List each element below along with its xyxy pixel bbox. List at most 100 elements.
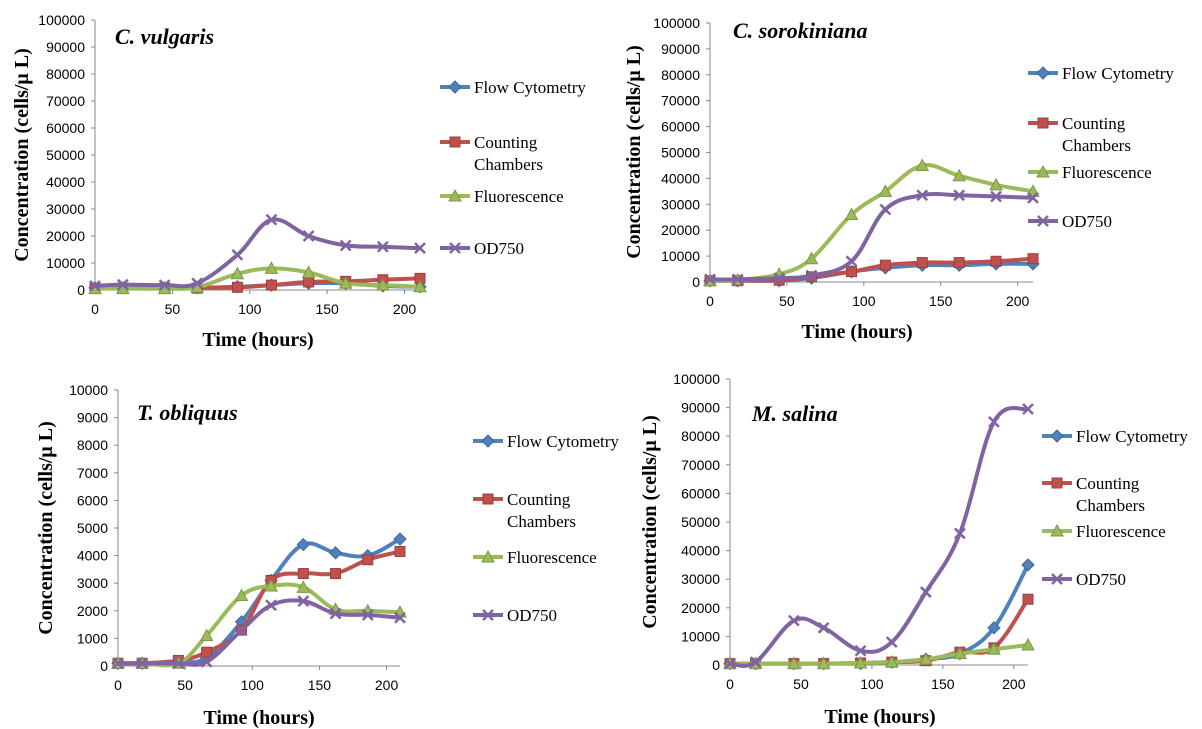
data-point [303,276,315,288]
series-od750 [89,213,426,292]
y-tick-label: 1000 [77,630,108,646]
y-tick-label: 70000 [46,93,85,109]
series-line [728,405,1030,668]
data-point [200,655,213,668]
legend-label: Fluorescence [474,187,564,206]
x-tick-label: 100 [241,677,265,693]
legend-label-line: Counting [1076,474,1140,493]
data-point [264,261,279,274]
data-point [853,655,868,669]
legend-label-line: Chambers [474,155,543,174]
data-point [297,568,309,580]
y-tick-label: 0 [692,274,700,290]
legend-swatch-marker [1051,573,1063,585]
data-point [879,259,891,271]
legend-label: OD750 [1062,212,1112,231]
data-point [987,642,1001,655]
legend-item: Fluorescence [440,187,564,206]
legend-label: Flow Cytometry [474,78,586,97]
data-point [916,257,928,269]
series-od750 [704,189,1039,286]
data-point [296,537,311,552]
series-fluorescence [88,261,427,295]
legend-label-line: Counting [507,490,571,509]
data-point [394,545,406,557]
legend-item: Fluorescence [473,548,597,567]
legend-item: Counting Chambers [440,133,543,174]
legend-swatch-marker [448,80,462,94]
data-point [817,621,830,634]
legend-item: Flow Cytometry [1028,64,1174,83]
y-tick-label: 80000 [661,67,700,83]
x-tick-label: 0 [706,293,714,309]
legend-item: Counting Chambers [473,490,576,531]
series-line [116,549,402,666]
data-point [854,644,867,657]
data-point [884,655,899,668]
series-fluorescence [111,578,407,669]
y-axis-title: Concentration (cells/μ L) [623,45,645,259]
x-axis-title: Time (hours) [801,321,912,343]
legend-swatch-marker [1050,523,1064,537]
legend-item: Counting Chambers [1042,474,1145,515]
data-point [1027,191,1039,204]
series-line [728,643,1030,666]
chart-panel: 0 10000 20000 30000 40000 50000 60000 70000 8000… [639,371,1188,728]
data-point [749,656,762,669]
data-point [731,273,744,286]
data-point [231,249,244,261]
data-point [265,213,278,226]
data-point [916,189,929,202]
y-tick-label: 0 [100,658,108,674]
y-tick-label: 100000 [673,371,720,387]
data-point [191,277,204,290]
y-tick-label: 90000 [661,41,700,57]
x-tick-label: 200 [375,677,399,693]
data-point [804,251,819,265]
legend-item: OD750 [1042,570,1126,589]
series-line [93,217,422,289]
data-point [330,568,342,580]
chart-title: C. vulgaris [115,24,214,49]
y-tick-label: 0 [77,282,85,298]
data-point [329,607,342,620]
data-point [361,609,374,621]
data-point [1022,403,1034,415]
y-tick-label: 30000 [46,201,85,217]
legend-swatch-marker [448,188,462,202]
x-tick-label: 50 [793,676,809,692]
legend-swatch-marker [449,242,461,254]
y-tick-label: 3000 [77,575,108,591]
y-tick-label: 60000 [46,120,85,136]
legend-label: Flow Cytometry [507,432,619,451]
y-tick-label: 5000 [77,520,108,536]
data-point [816,656,831,670]
legend-label-line: Counting [474,133,538,152]
data-point [987,621,1001,635]
data-point [1021,637,1035,651]
legend-swatch-marker [449,136,461,148]
legend-label: Flow Cytometry [1062,64,1174,83]
data-point [393,532,407,546]
y-tick-label: 40000 [681,543,720,559]
legend-label: OD750 [1076,570,1126,589]
chart-panel: 0 10000 20000 30000 40000 50000 60000 70000 8000… [623,15,1174,343]
x-axis-title: Time (hours) [202,329,313,351]
series-od750 [112,595,406,670]
y-tick-label: 100000 [653,15,700,31]
legend-swatch-marker [1036,164,1050,178]
series-line [116,598,402,667]
data-point [773,272,786,284]
data-point [234,588,249,602]
y-tick-label: 30000 [681,571,720,587]
legend-item: Flow Cytometry [473,432,619,451]
data-point [846,266,858,278]
y-tick-label: 9000 [77,410,108,426]
data-point [112,657,124,670]
legend-swatch-marker [1037,117,1049,129]
y-tick-label: 50000 [46,147,85,163]
data-point [787,614,800,627]
data-point [885,636,898,649]
legend-item: OD750 [473,606,557,625]
